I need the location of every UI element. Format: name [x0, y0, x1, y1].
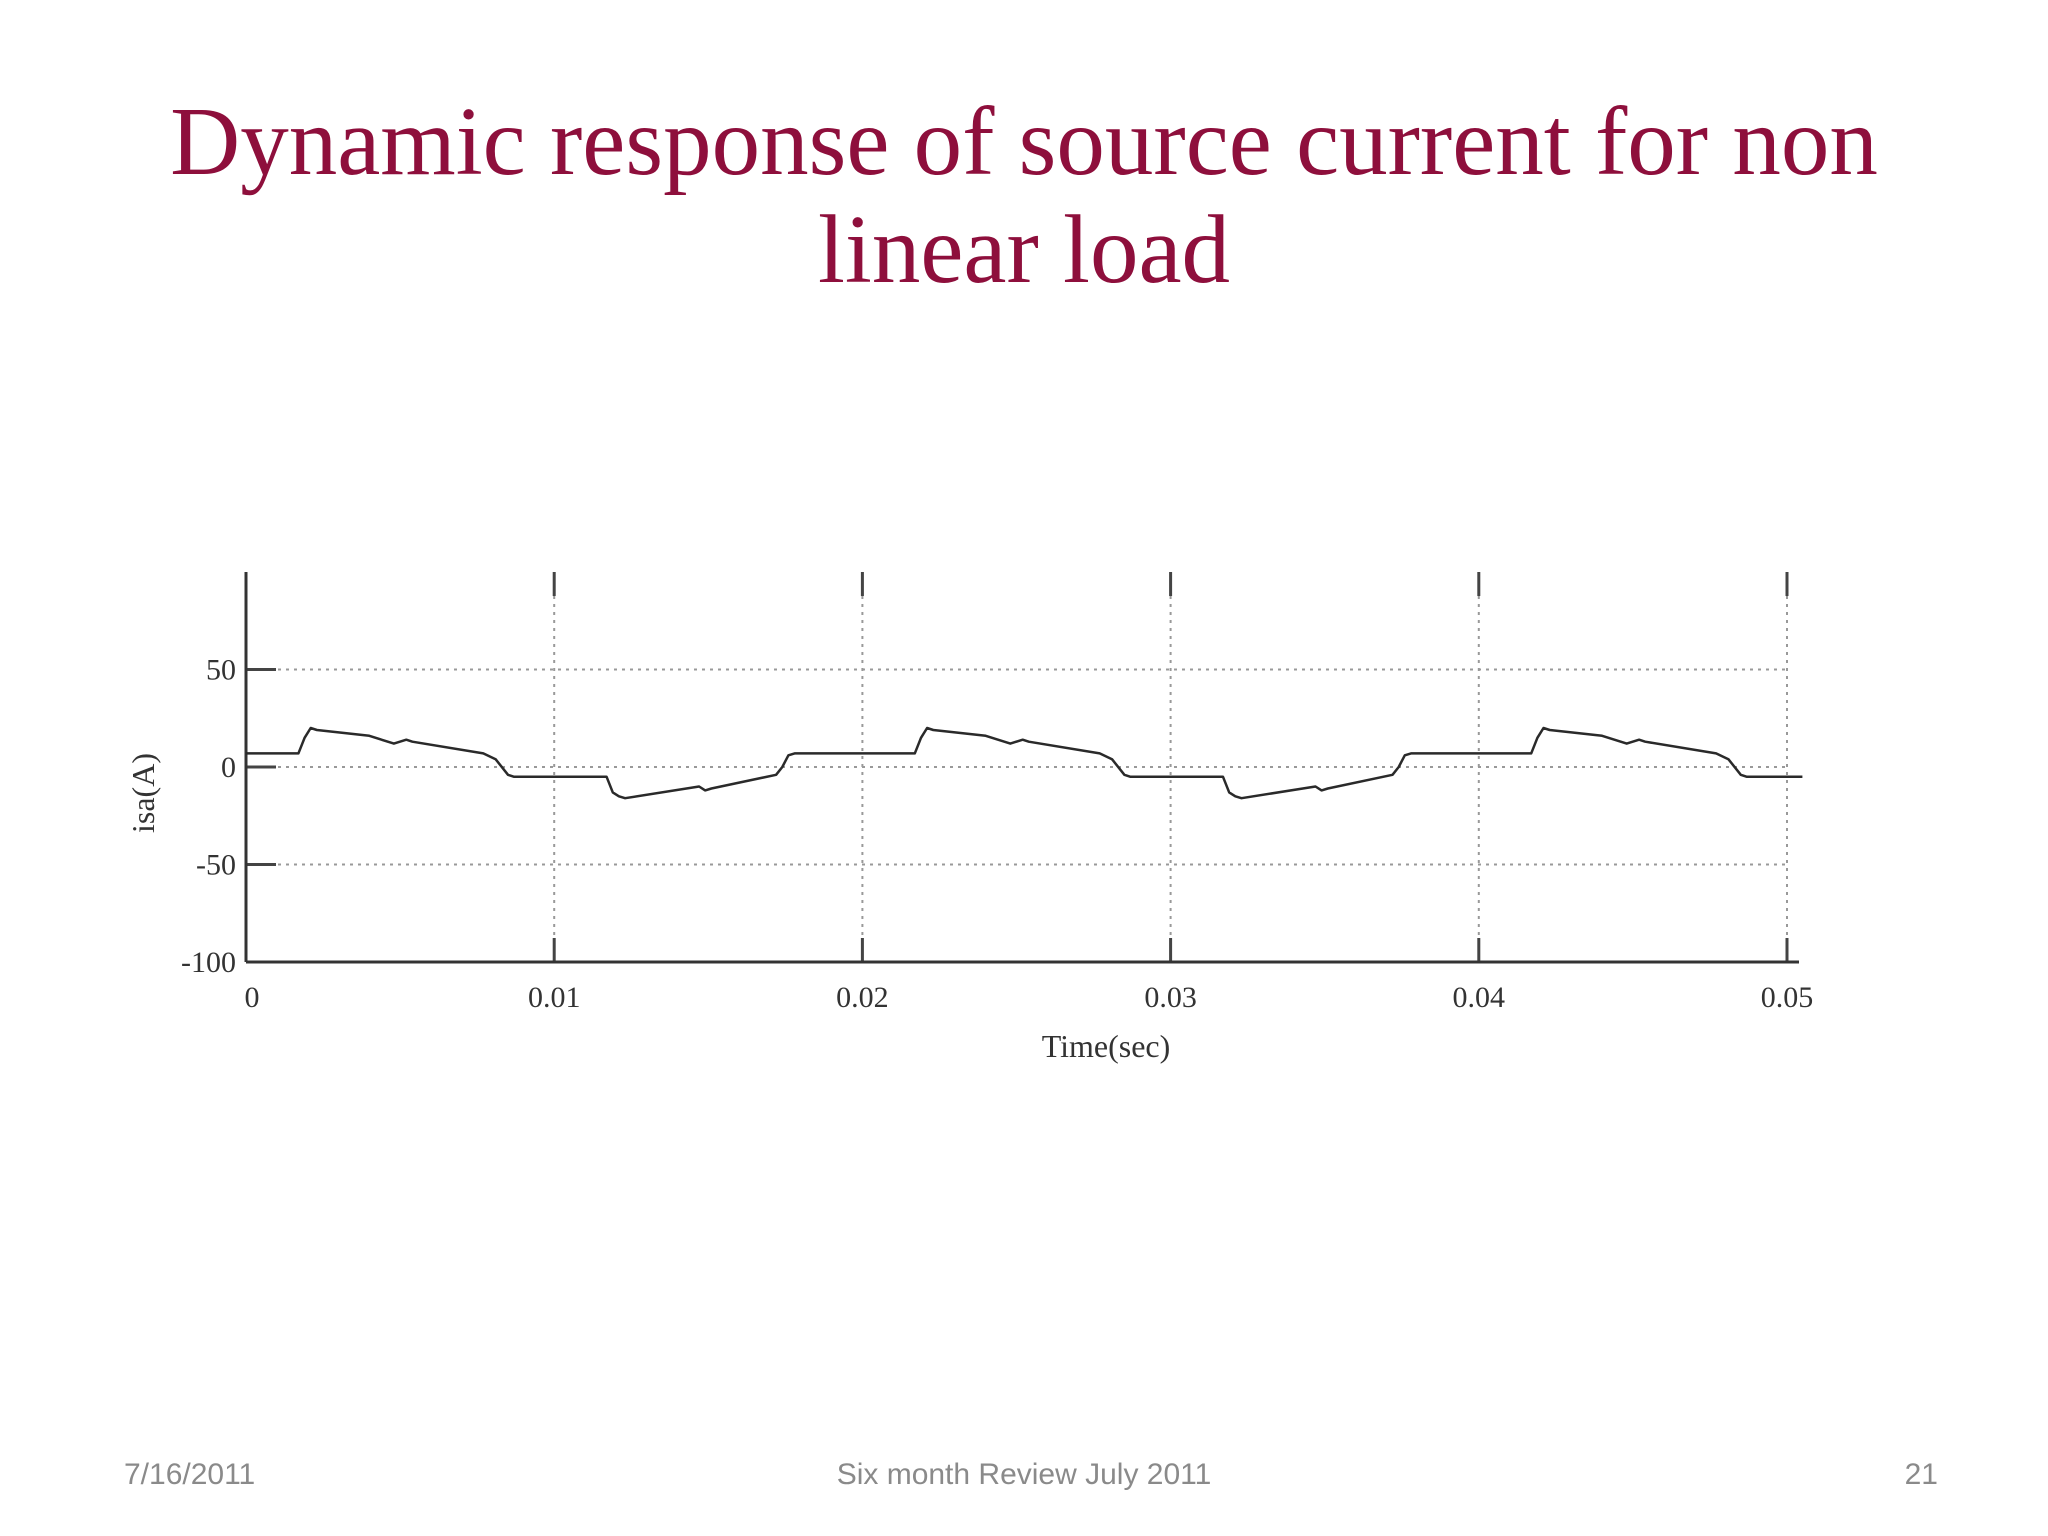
y-tick-label: 0	[221, 751, 236, 784]
tick-labels: 0 0.01 0.02 0.03 0.04 0.05 50 0 -50 -100	[181, 654, 1813, 1015]
series-line-isa	[246, 726, 1803, 800]
y-tick-label: -50	[196, 849, 236, 882]
axes	[244, 572, 1799, 964]
footer-page-number: 21	[1904, 1458, 1938, 1491]
y-axis-label: isa(A)	[125, 753, 161, 833]
x-tick-label: 0.05	[1761, 981, 1814, 1014]
y-tick-label: -100	[181, 946, 236, 979]
slide-title-line-1: Dynamic response of source current for n…	[170, 88, 1878, 195]
slide-title-line-2: linear load	[817, 196, 1231, 303]
x-tick-label: 0.02	[836, 981, 889, 1014]
series-layer	[246, 726, 1803, 800]
x-tick-label: 0.01	[528, 981, 581, 1014]
footer-date: 7/16/2011	[124, 1458, 256, 1491]
x-axis-label: Time(sec)	[1042, 1028, 1171, 1064]
grid-lines	[246, 572, 1788, 962]
footer-title: Six month Review July 2011	[836, 1458, 1212, 1491]
y-tick-label: 50	[206, 654, 236, 687]
slide-title: Dynamic response of source current for n…	[0, 88, 2048, 304]
x-tick-label: 0	[245, 981, 260, 1014]
x-tick-label: 0.04	[1453, 981, 1506, 1014]
x-tick-label: 0.03	[1144, 981, 1197, 1014]
